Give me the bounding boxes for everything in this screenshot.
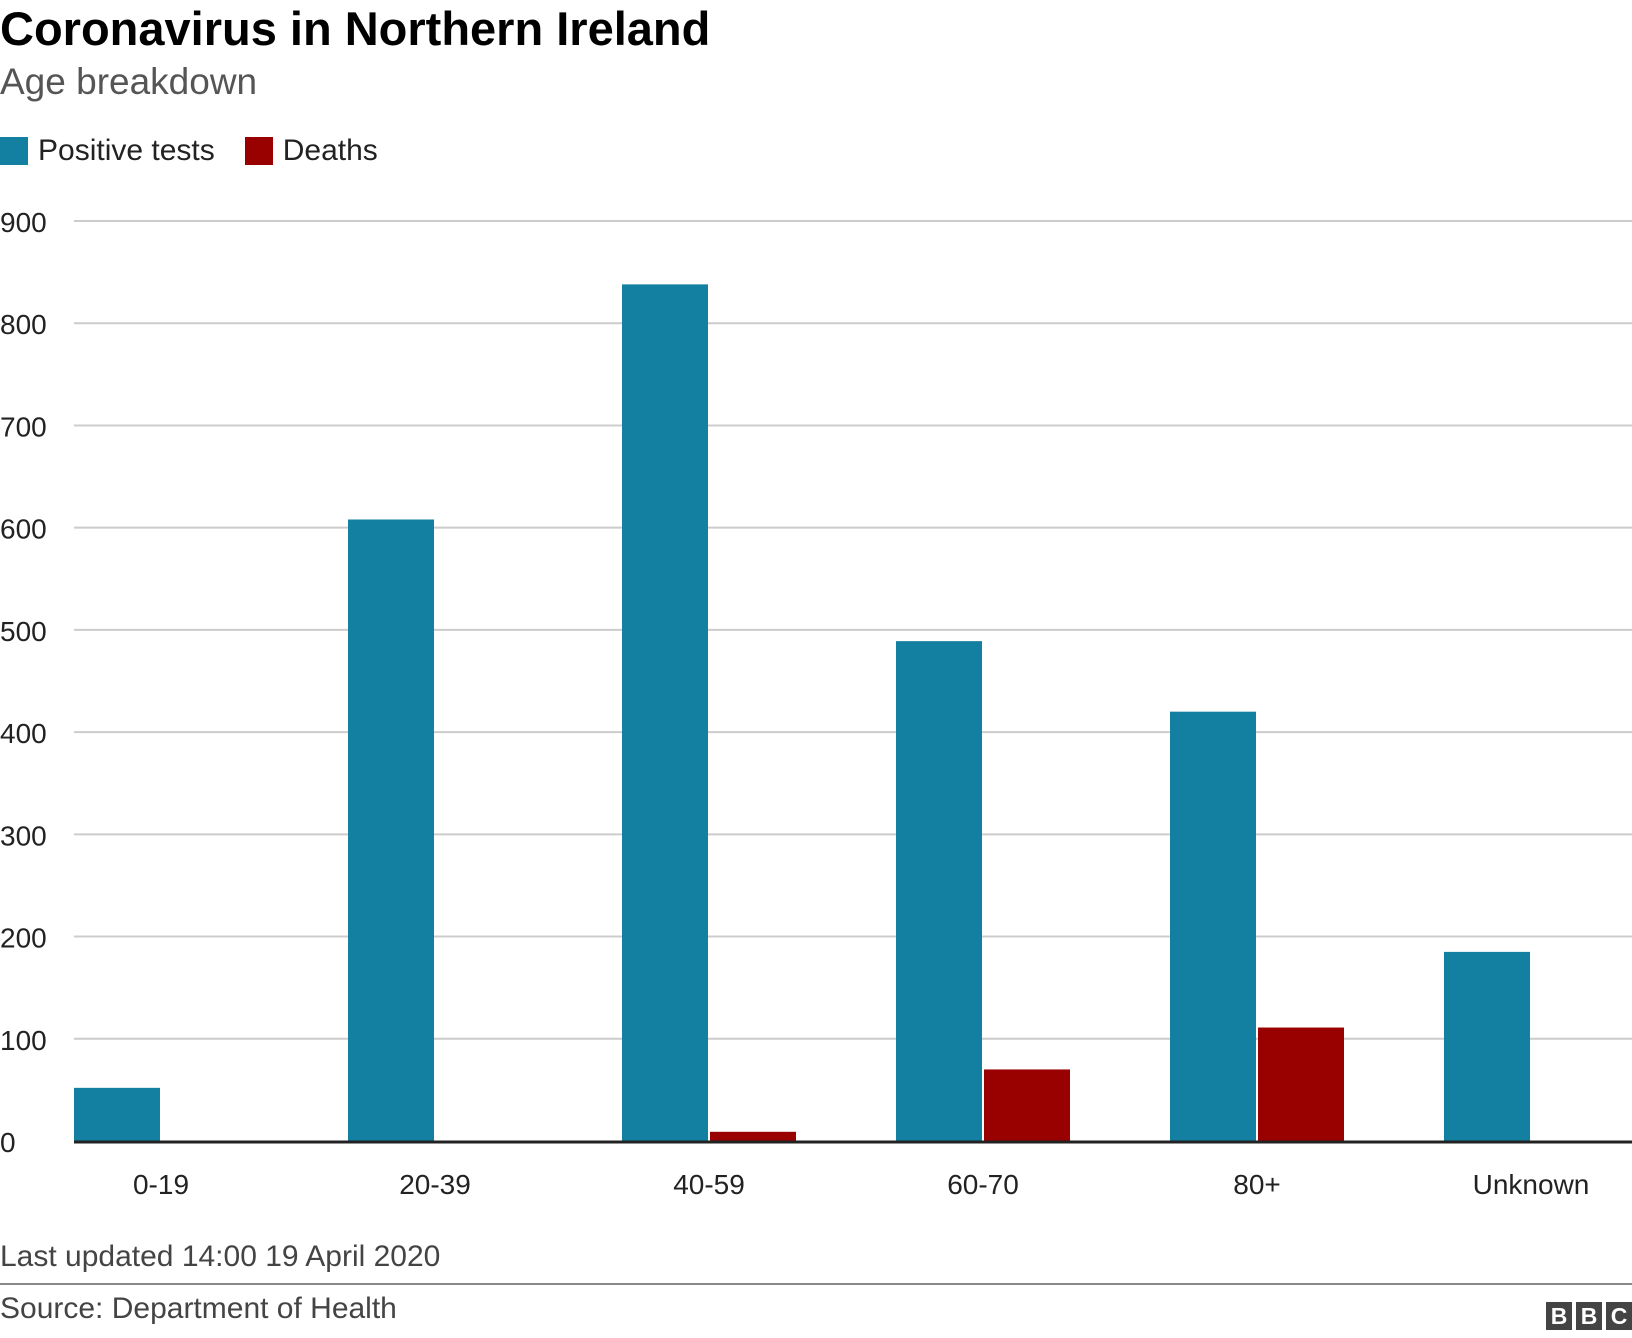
legend-label-positive-tests: Positive tests — [38, 134, 215, 167]
chart-title: Coronavirus in Northern Ireland — [0, 2, 711, 55]
bar-deaths — [1258, 1027, 1344, 1141]
bar-deaths — [710, 1131, 796, 1141]
bbc-logo-letter: B — [1546, 1302, 1572, 1330]
bbc-logo-letter: C — [1606, 1302, 1632, 1330]
legend-item-positive-tests: Positive tests — [0, 134, 215, 168]
legend-item-deaths: Deaths — [244, 134, 378, 168]
bar-positive-tests — [1170, 711, 1256, 1141]
y-tick-label: 100 — [0, 1025, 47, 1056]
x-tick-label: 40-59 — [673, 1169, 745, 1200]
y-tick-label: 200 — [0, 923, 47, 954]
bar-positive-tests — [896, 641, 982, 1141]
legend-swatch-positive-tests — [0, 137, 28, 165]
bar-positive-tests — [348, 519, 434, 1141]
legend-label-deaths: Deaths — [282, 134, 378, 167]
legend-swatch-deaths — [244, 137, 273, 165]
x-tick-label: 80+ — [1233, 1169, 1281, 1200]
bar-positive-tests — [622, 284, 708, 1141]
bar-positive-tests — [74, 1087, 160, 1141]
y-tick-label: 900 — [0, 207, 47, 238]
y-tick-label: 400 — [0, 718, 47, 749]
y-tick-label: 300 — [0, 820, 47, 851]
bar-positive-tests — [1444, 951, 1530, 1141]
y-tick-label: 600 — [0, 514, 47, 545]
last-updated: Last updated 14:00 19 April 2020 — [0, 1240, 441, 1273]
source-note: Source: Department of Health — [0, 1292, 397, 1325]
y-tick-label: 500 — [0, 616, 47, 647]
x-tick-label: 20-39 — [399, 1169, 471, 1200]
x-tick-label: 60-70 — [947, 1169, 1019, 1200]
footer-divider — [0, 1283, 1632, 1285]
legend: Positive tests Deaths — [0, 134, 408, 168]
x-tick-label: Unknown — [1473, 1169, 1590, 1200]
bar-chart: 0 100 200 300 400 500 600 700 800 900 0-19 20-39 40-… — [0, 207, 1632, 1200]
y-tick-label: 700 — [0, 411, 47, 442]
y-tick-label: 800 — [0, 309, 47, 340]
y-tick-label: 0 — [0, 1127, 16, 1158]
bar-deaths — [984, 1069, 1070, 1141]
x-tick-label: 0-19 — [133, 1169, 189, 1200]
bbc-logo-letter: B — [1576, 1302, 1602, 1330]
chart-subtitle: Age breakdown — [0, 61, 258, 102]
bbc-logo: B B C — [1542, 1302, 1632, 1330]
